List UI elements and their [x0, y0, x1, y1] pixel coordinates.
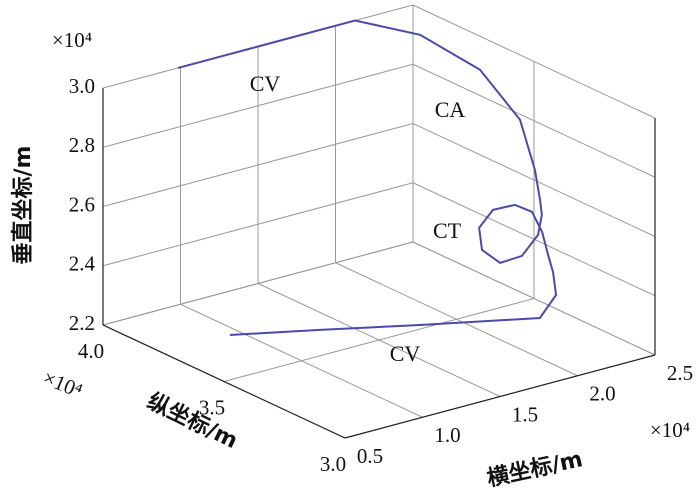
x-multiplier: ×10⁴: [650, 418, 690, 442]
x-tick-label: 1.0: [434, 423, 460, 447]
grid-line: [412, 241, 656, 356]
annotation: CV: [250, 71, 281, 96]
z-tick-label: 2.8: [69, 133, 95, 157]
grid-line: [412, 123, 656, 237]
annotation: CV: [390, 341, 421, 366]
x-tick-label: 0.5: [357, 444, 383, 468]
annotation: CT: [433, 218, 462, 243]
x-tick-label: 2.5: [667, 361, 693, 385]
y-tick-label: 4.0: [78, 339, 104, 363]
axis-edge: [344, 354, 656, 439]
grid-line: [102, 241, 414, 326]
grid-line: [102, 123, 414, 207]
grid-line: [412, 63, 656, 178]
grid-line: [412, 4, 656, 119]
y-axis-title: 纵坐标/m: [143, 388, 242, 454]
z-multiplier: ×10⁴: [52, 28, 92, 52]
y-tick-label: 3.5: [199, 395, 225, 419]
y-tick-label: 3.0: [320, 452, 346, 476]
z-tick-label: 2.4: [69, 252, 96, 276]
x-axis-title: 横坐标/m: [485, 446, 585, 492]
z-tick-label: 2.6: [69, 192, 95, 216]
z-tick-label: 3.0: [69, 74, 95, 98]
grid-line: [223, 298, 535, 382]
trajectory: [177, 19, 558, 336]
annotation: CA: [435, 97, 466, 122]
x-tick-label: 1.5: [512, 402, 538, 426]
z-tick-label: 2.2: [69, 311, 95, 335]
z-axis-title: 垂直坐标/m: [10, 146, 36, 265]
grid-line: [102, 182, 414, 267]
axis-edge: [102, 324, 346, 439]
x-tick-label: 2.0: [589, 382, 615, 406]
grid-line: [102, 63, 414, 148]
y-multiplier: ×10⁴: [40, 365, 86, 402]
